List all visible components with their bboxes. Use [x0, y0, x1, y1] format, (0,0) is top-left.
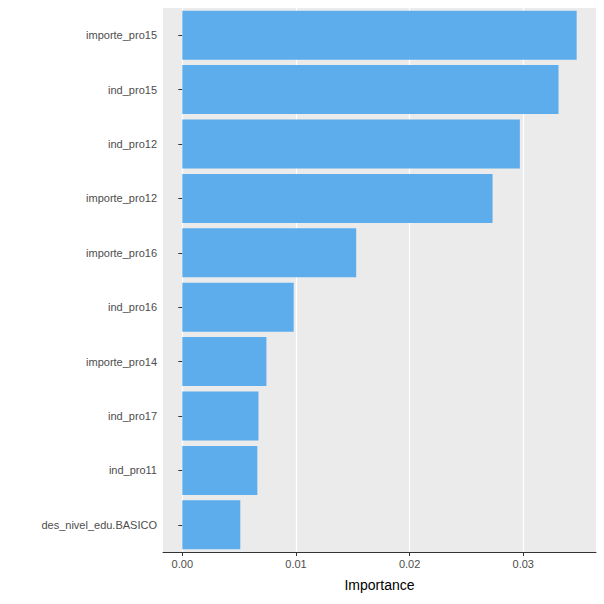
svg-text:des_nivel_edu.BASICO: des_nivel_edu.BASICO	[41, 519, 157, 531]
svg-text:Importance: Importance	[344, 577, 414, 593]
svg-text:ind_pro15: ind_pro15	[108, 84, 157, 96]
svg-text:importe_pro12: importe_pro12	[86, 192, 157, 204]
svg-text:0.01: 0.01	[285, 558, 306, 570]
svg-text:ind_pro11: ind_pro11	[109, 464, 157, 476]
svg-text:importe_pro15: importe_pro15	[86, 29, 157, 41]
svg-text:ind_pro16: ind_pro16	[108, 301, 157, 313]
svg-text:ind_pro12: ind_pro12	[108, 138, 157, 150]
svg-text:importe_pro14: importe_pro14	[86, 356, 157, 368]
svg-text:0.02: 0.02	[399, 558, 420, 570]
svg-text:0.03: 0.03	[513, 558, 534, 570]
svg-text:importe_pro16: importe_pro16	[86, 247, 157, 259]
svg-text:ind_pro17: ind_pro17	[108, 410, 157, 422]
svg-text:0.00: 0.00	[172, 558, 193, 570]
